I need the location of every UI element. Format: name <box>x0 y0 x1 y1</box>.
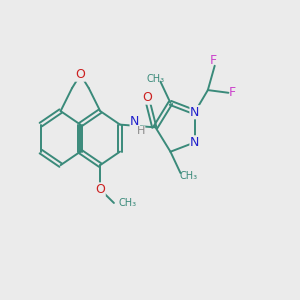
Text: O: O <box>142 91 152 104</box>
Text: O: O <box>76 68 85 81</box>
Text: N: N <box>190 136 200 149</box>
Text: CH₃: CH₃ <box>118 198 136 208</box>
Text: N: N <box>130 116 140 128</box>
Text: O: O <box>95 183 105 196</box>
Text: F: F <box>228 86 236 99</box>
Text: N: N <box>190 106 200 119</box>
Text: CH₃: CH₃ <box>147 74 165 84</box>
Text: F: F <box>210 54 217 67</box>
Text: CH₃: CH₃ <box>179 171 197 181</box>
Text: H: H <box>136 126 145 136</box>
